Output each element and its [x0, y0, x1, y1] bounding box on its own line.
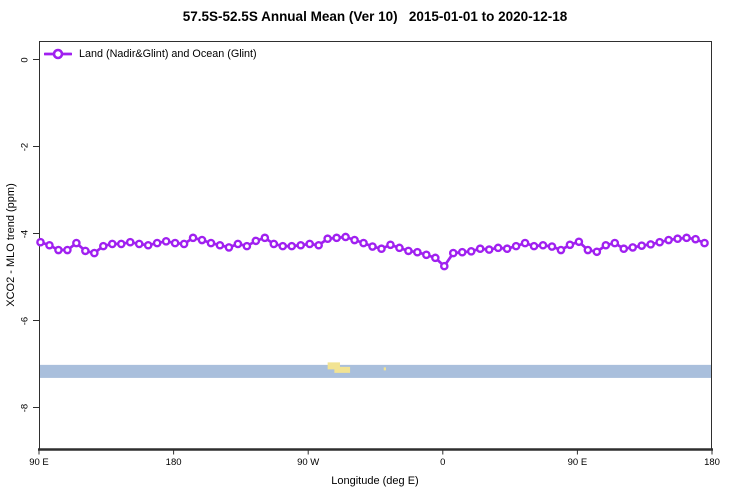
data-point-marker — [502, 244, 512, 254]
data-point-marker — [529, 241, 539, 251]
y-tick-label: -2 — [19, 142, 31, 151]
data-point-marker — [628, 243, 638, 252]
data-point-marker — [125, 237, 135, 247]
data-point-marker — [54, 245, 63, 255]
data-point-marker — [341, 232, 350, 242]
x-tick-label: 90 E — [29, 457, 49, 468]
data-point-marker — [305, 239, 314, 249]
legend-marker-circle — [52, 48, 64, 60]
y-tick-label: 0 — [19, 56, 31, 63]
data-point-marker — [565, 240, 575, 250]
data-point-marker — [664, 235, 673, 245]
x-tick-label: 0 — [440, 457, 446, 468]
data-point-marker — [323, 234, 332, 244]
data-point-marker — [475, 244, 485, 254]
data-point-marker — [332, 233, 341, 243]
y-tick-label: -6 — [19, 316, 31, 325]
data-point-marker — [448, 248, 458, 258]
land-patch — [327, 362, 340, 370]
data-point-marker — [574, 237, 584, 247]
data-point-marker — [404, 246, 413, 256]
data-point-marker — [439, 261, 449, 271]
data-point-marker — [386, 240, 395, 250]
data-point-marker — [673, 234, 682, 244]
data-point-marker — [45, 240, 54, 250]
data-point-marker — [116, 239, 126, 249]
x-tick-label: 180 — [165, 457, 182, 468]
data-point-marker — [143, 240, 153, 250]
data-point-marker — [700, 238, 709, 248]
legend: Land (Nadir&Glint) and Ocean (Glint) — [44, 47, 257, 61]
data-point-marker — [368, 242, 377, 251]
land-patch — [383, 367, 386, 371]
legend-line-marker-icon — [44, 48, 72, 60]
data-point-marker — [260, 233, 270, 243]
data-point-marker — [493, 243, 503, 253]
data-point-marker — [81, 246, 90, 256]
data-point-marker — [350, 235, 359, 245]
y-tick-label: -8 — [19, 403, 31, 412]
data-point-marker — [413, 247, 422, 257]
data-point-marker — [520, 238, 530, 248]
data-point-marker — [583, 245, 593, 255]
data-point-marker — [691, 234, 700, 244]
land-patch — [334, 366, 351, 373]
data-point-marker — [134, 239, 144, 249]
x-tick-label: 90 E — [567, 457, 588, 468]
data-point-marker — [619, 244, 629, 254]
data-point-marker — [556, 245, 566, 255]
data-point-marker — [377, 244, 386, 254]
data-point-marker — [72, 238, 81, 248]
data-point-marker — [314, 240, 323, 250]
data-point-marker — [170, 238, 180, 248]
data-point-marker — [610, 238, 620, 248]
data-point-marker — [511, 241, 521, 251]
data-point-marker — [99, 241, 108, 251]
data-point-marker — [206, 238, 216, 248]
data-point-marker — [242, 241, 252, 251]
x-tick-label: 180 — [704, 457, 720, 468]
data-point-marker — [152, 238, 162, 248]
data-point-marker — [251, 236, 261, 246]
data-point-marker — [36, 237, 45, 247]
data-point-marker — [278, 241, 288, 251]
data-point-marker — [269, 239, 279, 249]
data-point-marker — [215, 240, 225, 250]
data-point-marker — [179, 239, 189, 249]
x-tick-label: 90 W — [297, 457, 320, 468]
data-point-marker — [422, 250, 431, 260]
data-point-marker — [547, 242, 557, 251]
data-point-marker — [63, 245, 72, 255]
data-point-marker — [161, 237, 171, 246]
chart-title: 57.5S-52.5S Annual Mean (Ver 10) 2015-01… — [182, 9, 568, 24]
data-point-marker — [224, 243, 234, 252]
data-point-marker — [233, 239, 243, 249]
data-point-marker — [592, 247, 602, 257]
data-point-marker — [682, 233, 691, 243]
data-point-marker — [601, 240, 611, 250]
data-point-marker — [637, 241, 647, 250]
data-point-marker — [655, 237, 664, 247]
data-point-marker — [395, 243, 404, 253]
data-point-marker — [90, 248, 99, 258]
y-tick-label: -4 — [19, 229, 31, 238]
data-point-marker — [466, 247, 476, 256]
data-point-marker — [538, 240, 548, 250]
data-point-marker — [188, 233, 198, 243]
data-point-marker — [287, 241, 297, 251]
data-point-marker — [359, 238, 368, 248]
legend-label: Land (Nadir&Glint) and Ocean (Glint) — [79, 48, 257, 60]
data-point-marker — [646, 240, 655, 249]
x-axis-label: Longitude (deg E) — [331, 475, 419, 487]
data-point-marker — [296, 240, 306, 250]
data-point-marker — [197, 235, 207, 245]
data-point-marker — [107, 239, 117, 249]
data-point-marker — [431, 253, 440, 263]
data-point-marker — [457, 247, 467, 257]
data-point-marker — [484, 245, 494, 254]
ocean-strip — [39, 364, 712, 378]
